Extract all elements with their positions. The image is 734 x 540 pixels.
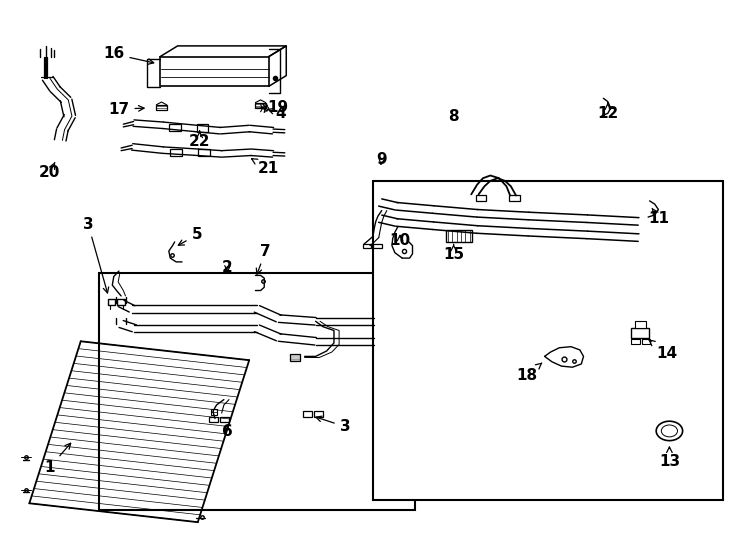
Bar [631,328,649,338]
Bar [635,321,646,328]
Circle shape [661,425,677,437]
Text: 7: 7 [256,244,271,274]
Bar [198,149,210,156]
Text: 20: 20 [39,163,61,180]
Text: 8: 8 [448,109,459,124]
Bar [373,181,723,500]
Text: 10: 10 [390,233,410,248]
Bar [156,105,167,110]
Text: 18: 18 [517,363,542,383]
Bar [117,299,125,305]
Bar [303,411,312,417]
Bar [631,339,640,344]
Text: 13: 13 [659,447,680,469]
Bar [170,148,182,156]
Text: 12: 12 [597,103,618,121]
Bar [160,57,269,86]
Bar [99,273,415,510]
Text: 5: 5 [178,227,202,245]
Bar [211,409,217,415]
Text: 3: 3 [83,217,109,293]
Bar [363,244,371,248]
Text: 4: 4 [268,106,286,121]
Circle shape [656,421,683,441]
Bar [209,417,218,422]
Bar [220,417,229,422]
Bar [255,103,266,108]
Bar [446,230,472,242]
Bar [642,339,650,344]
Text: 1: 1 [45,443,70,475]
Bar [169,124,181,131]
Bar [509,195,520,201]
Bar [108,299,115,305]
Text: 21: 21 [252,159,278,176]
Bar [476,195,486,201]
Text: 22: 22 [189,131,211,149]
Text: 3: 3 [316,416,350,434]
Text: 9: 9 [377,152,387,167]
Text: 11: 11 [649,208,669,226]
Text: 14: 14 [649,340,677,361]
Text: 6: 6 [222,424,233,440]
Bar [373,244,382,248]
Text: 15: 15 [443,245,464,262]
Text: 2: 2 [222,260,233,275]
Text: 16: 16 [103,46,153,64]
Bar [314,411,323,417]
Text: 19: 19 [261,100,288,116]
Bar [197,124,208,132]
Bar [290,354,300,361]
Text: 17: 17 [109,102,144,117]
